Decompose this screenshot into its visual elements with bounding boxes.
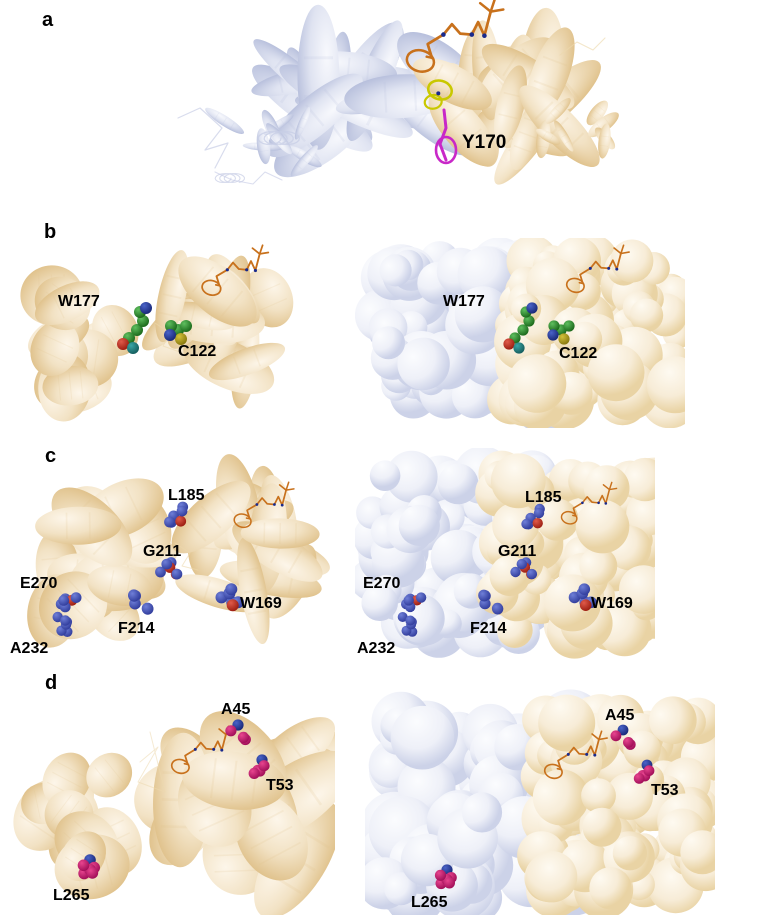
svg-text:A45: A45 (605, 707, 634, 724)
svg-text:G211: G211 (143, 543, 181, 560)
svg-text:T53: T53 (651, 782, 679, 799)
svg-text:F214: F214 (118, 620, 155, 637)
svg-text:Y170: Y170 (462, 132, 506, 153)
svg-text:T53: T53 (266, 777, 294, 794)
svg-text:A45: A45 (221, 701, 250, 718)
svg-text:L265: L265 (53, 887, 90, 904)
svg-text:E270: E270 (20, 575, 57, 592)
svg-text:C122: C122 (178, 343, 216, 360)
svg-text:L185: L185 (168, 487, 205, 504)
svg-text:W169: W169 (591, 595, 633, 612)
svg-text:C122: C122 (559, 345, 597, 362)
svg-text:W177: W177 (443, 293, 485, 310)
svg-text:W169: W169 (240, 595, 282, 612)
svg-text:A232: A232 (10, 640, 48, 657)
svg-text:L185: L185 (525, 489, 562, 506)
svg-text:F214: F214 (470, 620, 507, 637)
svg-text:W177: W177 (58, 293, 100, 310)
svg-text:A232: A232 (357, 640, 395, 657)
svg-text:L265: L265 (411, 894, 448, 911)
svg-text:G211: G211 (498, 543, 536, 560)
svg-text:E270: E270 (363, 575, 400, 592)
